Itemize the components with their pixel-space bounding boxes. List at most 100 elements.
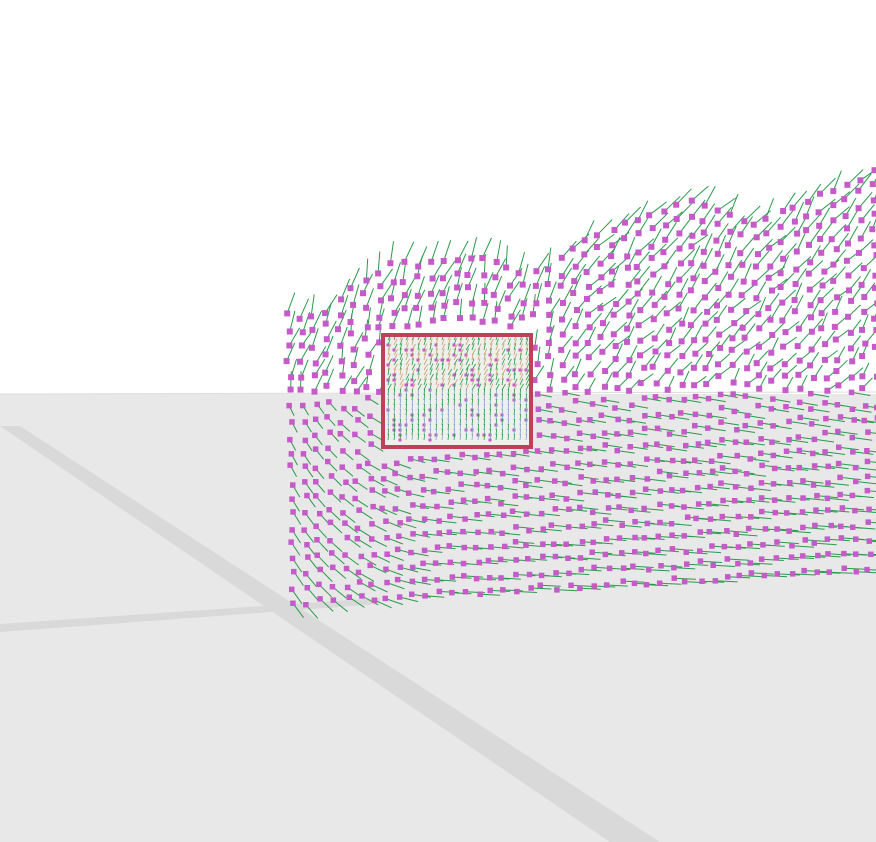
flow-arrow: [456, 267, 462, 288]
frame-flow-stroke: [489, 418, 492, 426]
camera-frame[interactable]: [381, 333, 533, 449]
frame-point-marker: [470, 428, 474, 432]
point-marker: [593, 232, 600, 239]
point-marker: [612, 356, 619, 362]
point-marker: [825, 551, 831, 557]
point-marker: [585, 311, 591, 318]
point-marker: [626, 312, 633, 319]
frame-flow-stroke: [519, 338, 523, 346]
frame-flow-stroke: [525, 378, 530, 386]
point-marker: [791, 218, 798, 225]
flow-arrow: [374, 599, 392, 609]
point-marker: [462, 589, 469, 595]
point-marker: [817, 190, 823, 197]
point-marker: [714, 302, 720, 309]
frame-flow-stroke: [399, 358, 403, 366]
frame-flow-stroke: [501, 343, 505, 351]
point-marker: [837, 474, 843, 481]
point-marker: [627, 444, 633, 450]
frame-flow-stroke: [471, 343, 475, 351]
point-marker: [305, 554, 311, 560]
point-marker: [834, 357, 841, 364]
flow-arrow: [789, 439, 809, 443]
point-marker: [735, 513, 742, 520]
point-marker: [581, 251, 588, 258]
point-marker: [355, 417, 361, 423]
flow-arrow: [623, 219, 636, 239]
point-marker: [792, 281, 799, 287]
point-marker: [700, 229, 707, 236]
frame-flow-stroke: [423, 373, 428, 381]
point-marker: [546, 326, 553, 333]
point-marker: [770, 481, 777, 487]
point-marker: [472, 544, 479, 551]
frame-flow-stroke: [411, 393, 414, 401]
frame-flow-stroke: [513, 343, 517, 351]
point-marker: [664, 352, 671, 359]
point-marker: [303, 571, 309, 577]
point-marker: [825, 507, 831, 513]
point-marker: [828, 236, 835, 243]
frame-flow-stroke: [489, 403, 492, 411]
flow-arrow: [566, 543, 586, 547]
frame-point-marker: [518, 368, 522, 372]
point-marker: [637, 307, 644, 314]
frame-point-marker: [464, 398, 468, 402]
point-marker: [518, 314, 525, 321]
flow-arrow: [674, 577, 696, 580]
frame-flow-stroke: [495, 378, 500, 386]
frame-flow-stroke: [399, 408, 402, 416]
point-marker: [716, 331, 723, 338]
flow-arrow: [412, 567, 431, 572]
point-marker: [507, 282, 513, 289]
point-marker: [371, 552, 377, 558]
point-marker: [490, 291, 497, 298]
frame-flow-stroke: [435, 398, 438, 406]
frame-flow-stroke: [435, 393, 438, 401]
point-marker: [642, 413, 648, 419]
point-marker: [586, 324, 593, 331]
frame-flow-stroke: [495, 358, 500, 366]
point-marker: [637, 380, 644, 386]
flow-arrow: [771, 441, 791, 446]
frame-flow-stroke: [435, 368, 439, 376]
frame-flow-stroke: [519, 433, 522, 441]
ground-shadow-diagonal: [0, 426, 660, 842]
point-marker: [741, 218, 748, 225]
flow-arrow: [800, 417, 819, 421]
flow-arrow: [698, 443, 717, 448]
point-marker: [401, 292, 408, 299]
point-marker: [454, 284, 461, 291]
flow-arrow: [632, 492, 652, 496]
flow-arrow: [710, 486, 730, 490]
point-marker: [446, 529, 453, 535]
frame-flow-stroke: [501, 363, 505, 371]
point-marker: [552, 553, 559, 560]
point-marker: [558, 407, 565, 413]
frame-point-marker: [452, 433, 456, 437]
point-marker: [316, 581, 322, 588]
point-marker: [458, 481, 464, 487]
point-marker: [420, 503, 426, 509]
flow-arrow: [541, 468, 558, 472]
point-marker: [725, 574, 731, 580]
point-marker: [384, 551, 390, 557]
point-marker: [614, 385, 621, 392]
point-marker: [753, 360, 760, 367]
point-marker: [409, 591, 415, 597]
frame-flow-stroke: [495, 343, 499, 351]
point-marker: [782, 329, 789, 336]
point-marker: [707, 483, 713, 490]
point-marker: [303, 602, 309, 608]
frame-flow-stroke: [411, 338, 414, 346]
point-marker: [637, 352, 643, 359]
frame-flow-stroke: [405, 403, 408, 411]
point-marker: [835, 460, 842, 467]
flow-arrow: [365, 258, 369, 281]
frame-flow-stroke: [447, 348, 452, 356]
frame-flow-stroke: [411, 428, 414, 436]
point-marker: [559, 316, 565, 323]
point-marker: [487, 587, 493, 594]
